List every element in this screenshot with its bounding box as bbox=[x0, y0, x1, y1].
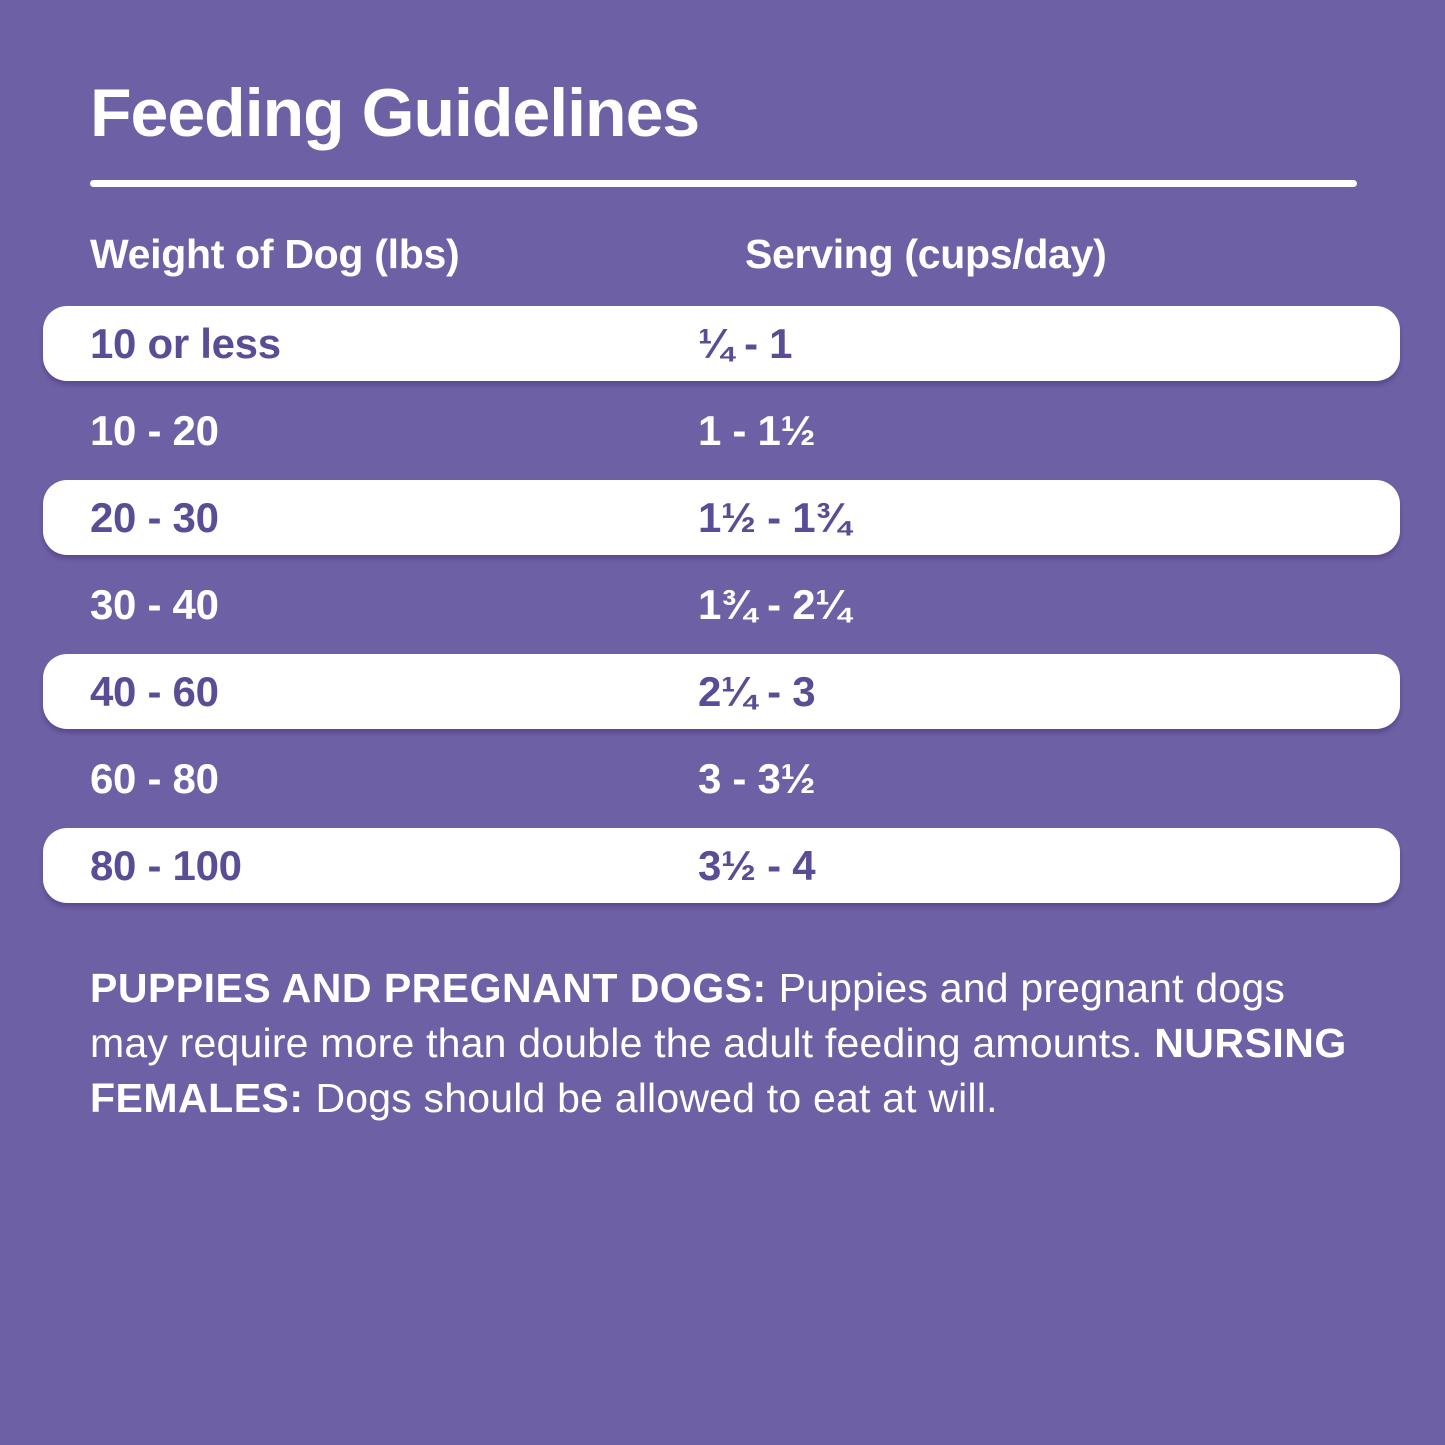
serving-cell: 3 - 3½ bbox=[698, 754, 816, 802]
serving-cell: 3½ - 4 bbox=[698, 841, 816, 889]
weight-cell: 40 - 60 bbox=[90, 667, 219, 715]
table-row: 20 - 30 1½ - 1¾ bbox=[43, 480, 1400, 555]
serving-cell: 1½ - 1¾ bbox=[698, 493, 850, 541]
feeding-table: Weight of Dog (lbs) Serving (cups/day) 1… bbox=[0, 231, 1445, 903]
table-row: 10 or less ¼ - 1 bbox=[43, 306, 1400, 381]
weight-cell: 20 - 30 bbox=[90, 493, 219, 541]
table-header-row: Weight of Dog (lbs) Serving (cups/day) bbox=[90, 231, 1400, 278]
table-row: 80 - 100 3½ - 4 bbox=[43, 828, 1400, 903]
serving-cell: 2¼ - 3 bbox=[698, 667, 816, 715]
title-divider bbox=[90, 180, 1357, 187]
weight-cell: 60 - 80 bbox=[90, 754, 219, 802]
weight-cell: 10 - 20 bbox=[90, 406, 219, 454]
table-row: 60 - 80 3 - 3½ bbox=[43, 741, 1400, 816]
weight-cell: 80 - 100 bbox=[90, 841, 242, 889]
weight-column-header: Weight of Dog (lbs) bbox=[90, 231, 460, 277]
table-row: 30 - 40 1¾ - 2¼ bbox=[43, 567, 1400, 642]
serving-cell: ¼ - 1 bbox=[698, 319, 793, 367]
footnote-puppies-label: PUPPIES AND PREGNANT DOGS: bbox=[90, 965, 779, 1011]
serving-column-header: Serving (cups/day) bbox=[745, 231, 1107, 277]
footnote-nursing-label: NURSING FEMALES: bbox=[90, 1020, 1347, 1121]
weight-cell: 30 - 40 bbox=[90, 580, 219, 628]
feeding-footnote: PUPPIES AND PREGNANT DOGS: Puppies and p… bbox=[90, 961, 1355, 1126]
footnote-puppies-text: Puppies and pregnant dogs may require mo… bbox=[90, 965, 1286, 1066]
page-title: Feeding Guidelines bbox=[90, 75, 700, 151]
footnote-nursing-text: Dogs should be allowed to eat at will. bbox=[315, 1075, 998, 1121]
table-row: 10 - 20 1 - 1½ bbox=[43, 393, 1400, 468]
serving-cell: 1 - 1½ bbox=[698, 406, 816, 454]
serving-cell: 1¾ - 2¼ bbox=[698, 580, 850, 628]
table-row: 40 - 60 2¼ - 3 bbox=[43, 654, 1400, 729]
weight-cell: 10 or less bbox=[90, 319, 281, 367]
